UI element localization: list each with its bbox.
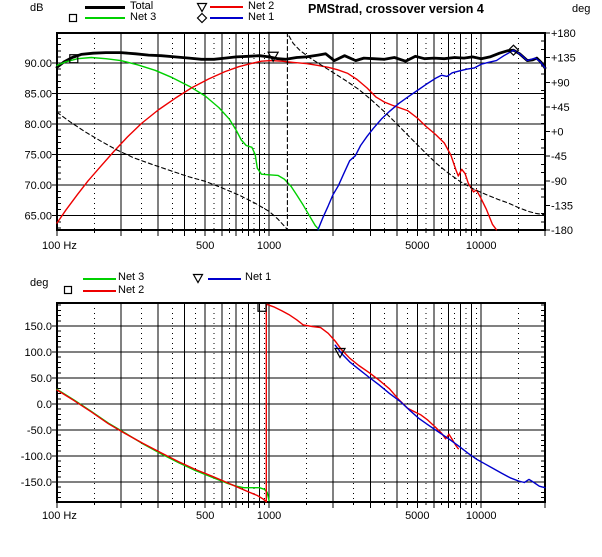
tick-label: +45: [551, 102, 570, 114]
legend-top-net1-label: Net 1: [248, 11, 275, 23]
tick-label: 500: [196, 510, 214, 522]
tick-label: +90: [551, 77, 570, 89]
tick-label: 1000: [257, 510, 281, 522]
top-right-axis-unit: deg: [572, 3, 591, 15]
tick-label: 5000: [405, 510, 429, 522]
phase-chart: 100 Hz 500 1000 5000 10000 150.0 100.0 50.0 0.0 -…: [21, 302, 546, 522]
net1-line-swatch: [210, 17, 243, 19]
diamond-marker-icon: [507, 44, 520, 57]
tick-label: +0: [551, 127, 564, 139]
tick-label: +180: [551, 28, 576, 40]
tick-label: 70.00: [24, 180, 52, 192]
tick-label: 65.00: [24, 211, 52, 223]
plot-border: [56, 302, 546, 503]
axis-ticks: [52, 304, 546, 508]
tick-label: 5000: [405, 240, 429, 252]
triangle-down-marker-icon: [333, 347, 347, 359]
tick-label: -45: [551, 151, 567, 163]
net1-phase-line-swatch: [208, 278, 241, 280]
net3-line-swatch: [85, 17, 125, 19]
tick-label: -135: [551, 200, 573, 212]
axis-ticks: [52, 32, 550, 236]
tick-label: 100.0: [24, 347, 52, 359]
tick-label: -150.0: [21, 477, 52, 489]
tick-label: 75.00: [24, 150, 52, 162]
tick-label: -180: [551, 225, 573, 237]
net2-line-swatch: [210, 6, 243, 8]
tick-label: 50.0: [31, 373, 52, 385]
tick-label: 90.00: [24, 58, 52, 70]
tick-label: 10000: [466, 240, 497, 252]
tick-label: 10000: [466, 510, 497, 522]
tick-label: 100 Hz: [42, 510, 77, 522]
tick-label: 85.00: [24, 89, 52, 101]
series-net-3: [56, 388, 270, 502]
axis-labels: 100 Hz 500 1000 5000 10000 150.0 100.0 50.0 0.0 -…: [21, 321, 497, 522]
net3-phase-line-swatch: [83, 278, 116, 280]
legend-bottom-net2-label: Net 2: [118, 284, 145, 296]
tick-label: 0.0: [37, 399, 52, 411]
top-left-axis-unit: dB: [30, 2, 44, 14]
tick-label: 100 Hz: [42, 240, 77, 252]
diamond-marker-icon: [196, 12, 208, 24]
series-total: [55, 48, 547, 70]
tick-label: +135: [551, 53, 576, 65]
net2-phase-line-swatch: [83, 290, 116, 292]
series-net-3: [56, 56, 320, 231]
triangle-down-marker-icon: [267, 51, 280, 63]
square-marker-icon: [257, 302, 267, 312]
total-line-swatch: [85, 6, 125, 9]
series-net-2: [56, 303, 459, 503]
tick-label: -100.0: [21, 451, 52, 463]
series-net-1: [317, 49, 546, 231]
tick-label: 500: [196, 240, 214, 252]
magnitude-chart: 100 Hz 500 1000 5000 10000 90.00 85.00 80.00 75.…: [24, 28, 575, 252]
triangle-down-marker-icon: [192, 272, 204, 284]
square-marker-icon: [67, 12, 79, 24]
square-marker-icon: [69, 54, 79, 64]
gridlines: [57, 33, 545, 230]
series-total-phase: [56, 32, 546, 231]
legend-top-total-label: Total: [130, 0, 154, 12]
legend-bottom-net1-label: Net 1: [245, 271, 272, 283]
tick-label: 80.00: [24, 119, 52, 131]
legend-top-net2-label: Net 2: [248, 0, 275, 12]
tick-label: -50.0: [27, 425, 52, 437]
square-marker-icon: [62, 284, 74, 296]
triangle-down-marker-icon: [196, 1, 208, 13]
axis-labels: 100 Hz 500 1000 5000 10000 90.00 85.00 80.00 75.…: [24, 28, 575, 252]
bottom-left-axis-unit: deg: [30, 277, 49, 289]
series-net-2: [56, 59, 498, 231]
tick-label: 150.0: [24, 321, 52, 333]
legend-bottom-net3-label: Net 3: [118, 271, 145, 283]
tick-label: -90: [551, 176, 567, 188]
chart-title: PMStrad, crossover version 4: [308, 2, 484, 16]
legend-top-net3-label: Net 3: [130, 11, 157, 23]
tick-label: 1000: [257, 240, 281, 252]
gridlines: [57, 303, 545, 502]
series-net-1: [334, 344, 546, 489]
